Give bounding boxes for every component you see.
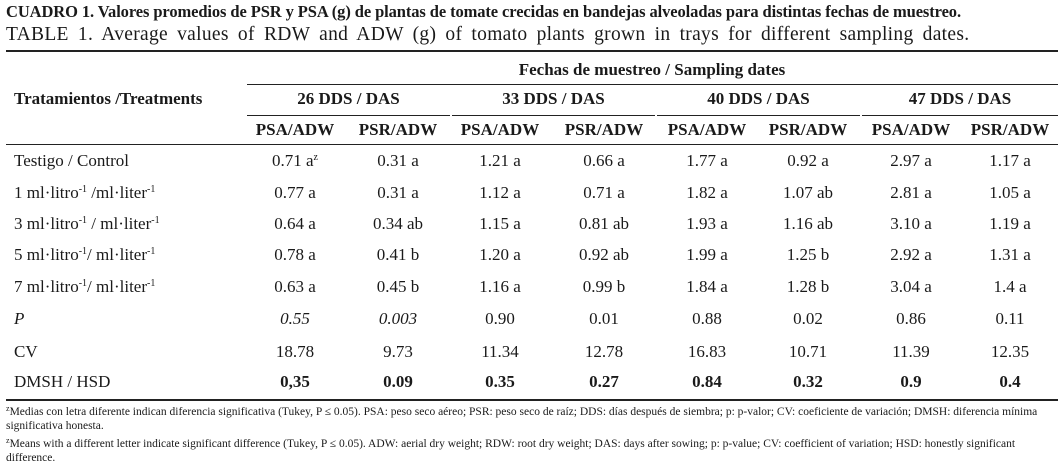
table-cell: 1.93 a	[686, 214, 728, 233]
table-cell: 1.07 ab	[782, 183, 834, 202]
table-cell: 0.92 ab	[578, 245, 630, 264]
sampling-dates-rule	[247, 84, 1058, 85]
column-header: PSA/ADW	[871, 120, 951, 139]
table-cell: 1.77 a	[686, 151, 728, 170]
table-cell: 0.11	[995, 309, 1025, 328]
table-cell: 11.39	[892, 342, 930, 361]
table-cell: 0,35	[280, 372, 310, 391]
column-header: PSR/ADW	[970, 120, 1050, 139]
caption-spanish: CUADRO 1. Valores promedios de PSR y PSA…	[6, 2, 961, 21]
table-cell: 0.09	[383, 372, 413, 391]
table-cell: 0.31 a	[377, 183, 419, 202]
row-label: Testigo / Control	[14, 151, 129, 170]
table-cell: 0.71 az	[272, 151, 318, 170]
table-cell: 1.20 a	[479, 245, 521, 264]
table-cell: 0.9	[900, 372, 922, 391]
table-cell: 0.003	[378, 309, 418, 328]
table-bottom-rule	[6, 399, 1058, 401]
table-cell: 10.71	[788, 342, 828, 361]
table-cell: 1.15 a	[479, 214, 521, 233]
table-cell: 0.02	[793, 309, 823, 328]
footnote-en: zMeans with a different letter indicate …	[6, 436, 1016, 465]
date-header: 40 DDS / DAS	[707, 89, 810, 108]
table-cell: 0.4	[999, 372, 1021, 391]
table-cell: 1.12 a	[479, 183, 521, 202]
table-cell: 0.88	[692, 309, 722, 328]
table-cell: 1.05 a	[989, 183, 1031, 202]
table-cell: 9.73	[383, 342, 413, 361]
row-label: DMSH / HSD	[14, 372, 111, 391]
table-cell: 1.82 a	[686, 183, 728, 202]
table-cell: 0.32	[793, 372, 823, 391]
table-cell: 2.81 a	[890, 183, 932, 202]
date-header: 47 DDS / DAS	[908, 89, 1012, 108]
row-label: 3 ml·litro-1 / ml·liter-1	[14, 214, 160, 233]
table-cell: 0.92 a	[787, 151, 829, 170]
table-cell: 1.84 a	[686, 277, 728, 296]
table-cell: 0.34 ab	[372, 214, 424, 233]
table-cell: 1.25 b	[786, 245, 830, 264]
table-cell: 0.41 b	[376, 245, 420, 264]
row-label: 5 ml·litro-1/ ml·liter-1	[14, 245, 156, 264]
row-label: P	[14, 309, 25, 328]
table-cell: 1.4 a	[993, 277, 1027, 296]
table-cell: 0.99 b	[582, 277, 626, 296]
sampling-dates-header: Fechas de muestreo / Sampling dates	[518, 60, 786, 79]
row-label: CV	[14, 342, 38, 361]
table-cell: 12.78	[584, 342, 624, 361]
table-cell: 0.64 a	[274, 214, 316, 233]
table-cell: 1.16 a	[479, 277, 521, 296]
column-header: PSR/ADW	[358, 120, 438, 139]
column-header: PSR/ADW	[768, 120, 848, 139]
date-group-rule	[657, 115, 860, 116]
column-header-rule	[6, 144, 1058, 145]
table-cell: 1.17 a	[989, 151, 1031, 170]
table-cell: 11.34	[481, 342, 519, 361]
table-cell: 0.01	[589, 309, 619, 328]
column-header: PSA/ADW	[667, 120, 747, 139]
table-cell: 1.19 a	[989, 214, 1031, 233]
table-cell: 0.35	[485, 372, 515, 391]
table-cell: 12.35	[990, 342, 1030, 361]
table-cell: 0.66 a	[583, 151, 625, 170]
date-header: 26 DDS / DAS	[297, 89, 400, 108]
table-cell: 3.04 a	[890, 277, 932, 296]
caption-english: TABLE 1. Average values of RDW and ADW (…	[6, 24, 970, 45]
table-cell: 0.86	[896, 309, 926, 328]
table-cell: 0.78 a	[274, 245, 316, 264]
date-group-rule	[452, 115, 655, 116]
table-cell: 0.84	[692, 372, 722, 391]
column-header: PSR/ADW	[564, 120, 644, 139]
footnote-es: zMedias con letra diferente indican dife…	[6, 404, 1038, 433]
table-cell: 0.55	[280, 309, 310, 328]
table-cell: 0.27	[589, 372, 619, 391]
table-cell: 1.16 ab	[782, 214, 834, 233]
table-cell: 2.97 a	[890, 151, 932, 170]
column-header: PSA/ADW	[255, 120, 335, 139]
table-cell: 1.21 a	[479, 151, 521, 170]
table-cell: 0.71 a	[583, 183, 625, 202]
date-header: 33 DDS / DAS	[502, 89, 605, 108]
column-header: PSA/ADW	[460, 120, 540, 139]
table-cell: 1.31 a	[989, 245, 1031, 264]
table-cell: 1.28 b	[786, 277, 830, 296]
row-label: 1 ml·litro-1 /ml·liter-1	[14, 183, 156, 202]
date-group-rule	[862, 115, 1058, 116]
table-cell: 16.83	[687, 342, 727, 361]
table-cell: 0.77 a	[274, 183, 316, 202]
table-top-rule	[6, 50, 1058, 52]
date-group-rule	[247, 115, 450, 116]
table-cell: 1.99 a	[686, 245, 728, 264]
table-cell: 2.92 a	[890, 245, 932, 264]
table-cell: 3.10 a	[890, 214, 932, 233]
table-cell: 18.78	[275, 342, 315, 361]
row-label: 7 ml·litro-1/ ml·liter-1	[14, 277, 156, 296]
table-cell: 0.81 ab	[578, 214, 630, 233]
treatments-header: Tratamientos /Treatments	[14, 89, 203, 108]
table-cell: 0.45 b	[376, 277, 420, 296]
table-cell: 0.31 a	[377, 151, 419, 170]
table-cell: 0.63 a	[274, 277, 316, 296]
table-cell: 0.90	[485, 309, 515, 328]
